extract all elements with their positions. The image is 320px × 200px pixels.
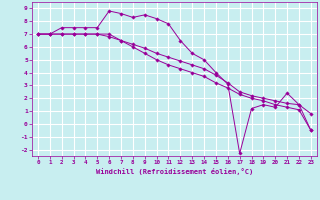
X-axis label: Windchill (Refroidissement éolien,°C): Windchill (Refroidissement éolien,°C) [96, 168, 253, 175]
